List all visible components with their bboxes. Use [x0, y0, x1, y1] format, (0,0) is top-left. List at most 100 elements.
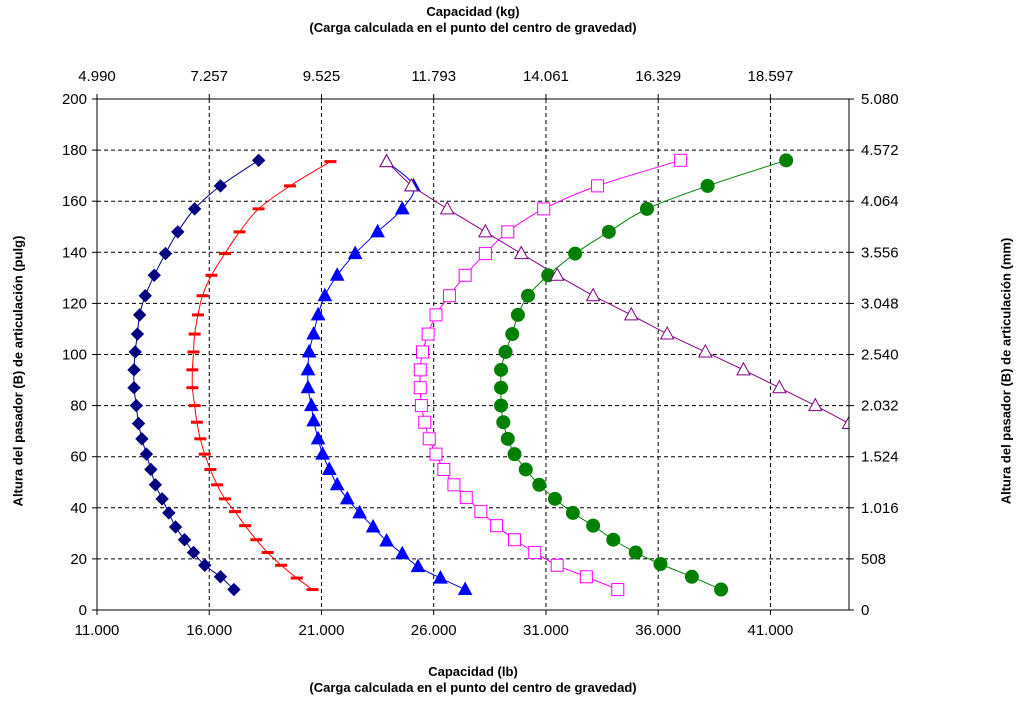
marker-dash: [219, 252, 231, 255]
marker-dash: [199, 453, 211, 456]
y-right-tick-label: 1.016: [861, 500, 899, 517]
grid-lines: [97, 99, 849, 610]
marker-open-square: [580, 571, 592, 583]
marker-dash: [284, 184, 296, 187]
marker-diamond: [170, 521, 182, 533]
marker-circle: [548, 492, 561, 505]
marker-open-square: [509, 534, 521, 546]
series-line: [308, 162, 465, 590]
marker-open-triangle: [773, 381, 786, 393]
y-right-tick-label: 508: [861, 551, 886, 568]
top-axis-title: Capacidad (kg) (Carga calculada en el pu…: [97, 4, 849, 36]
marker-dash: [250, 538, 262, 541]
marker-circle: [495, 381, 508, 394]
series-lines: [134, 160, 955, 589]
marker-dash: [189, 333, 201, 336]
marker-triangle: [331, 268, 344, 280]
marker-circle: [602, 225, 615, 238]
marker-circle: [654, 558, 667, 571]
marker-diamond: [130, 400, 142, 412]
marker-open-triangle: [809, 399, 822, 411]
marker-triangle: [371, 225, 384, 237]
marker-open-triangle: [479, 225, 492, 237]
y-tick-label: 100: [62, 347, 87, 364]
marker-circle: [506, 328, 519, 341]
y-right-tick-label: 3.556: [861, 244, 899, 261]
marker-circle: [701, 179, 714, 192]
marker-circle: [519, 463, 532, 476]
marker-dash: [194, 437, 206, 440]
y-tick-label: 80: [70, 398, 87, 415]
marker-diamond: [134, 309, 146, 321]
marker-open-triangle: [912, 447, 925, 459]
marker-dash: [306, 588, 318, 591]
series-line: [192, 162, 330, 590]
y-tick-label: 60: [70, 449, 87, 466]
marker-triangle: [312, 308, 325, 320]
y-axis-right-label: Altura del pasador (B) de articulación (…: [999, 238, 1014, 505]
marker-triangle: [305, 399, 318, 411]
x-tick-label: 21.000: [299, 622, 345, 639]
y-right-tick-label: 3.048: [861, 295, 899, 312]
marker-dash: [291, 577, 303, 580]
marker-open-square: [415, 400, 427, 412]
marker-dash: [275, 564, 287, 567]
marker-dash: [186, 386, 198, 389]
y-right-tick-label: 4.064: [861, 193, 899, 210]
marker-open-triangle: [737, 363, 750, 375]
marker-open-square: [675, 154, 687, 166]
y-right-tick-label: 0: [861, 602, 869, 619]
marker-dash: [191, 421, 203, 424]
marker-circle: [511, 308, 524, 321]
x-axis-label-sub: (Carga calculada en el punto del centro …: [97, 680, 849, 696]
marker-diamond: [156, 493, 168, 505]
marker-circle: [587, 519, 600, 532]
marker-diamond: [131, 328, 143, 340]
marker-open-square: [423, 433, 435, 445]
marker-dash: [219, 497, 231, 500]
marker-dash: [192, 313, 204, 316]
x-tick-label: 26.000: [411, 622, 457, 639]
tick-labels: 11.0004.99016.0007.25721.0009.52526.0001…: [62, 68, 899, 639]
marker-circle: [640, 202, 653, 215]
marker-diamond: [172, 226, 184, 238]
marker-triangle: [307, 414, 320, 426]
x-top-tick-label: 7.257: [190, 68, 228, 85]
marker-open-square: [438, 463, 450, 475]
marker-dash: [262, 551, 274, 554]
marker-open-square: [419, 416, 431, 428]
y-right-tick-label: 5.080: [861, 91, 899, 108]
marker-open-square: [479, 248, 491, 260]
marker-dash: [211, 483, 223, 486]
marker-open-square: [592, 180, 604, 192]
marker-diamond: [140, 448, 152, 460]
y-right-tick-label: 4.572: [861, 142, 899, 159]
marker-dash: [205, 274, 217, 277]
marker-circle: [497, 416, 510, 429]
marker-open-square: [414, 364, 426, 376]
marker-triangle: [434, 571, 447, 583]
x-tick-label: 16.000: [186, 622, 232, 639]
marker-diamond: [145, 463, 157, 475]
y-tick-label: 180: [62, 142, 87, 159]
marker-dash: [197, 294, 209, 297]
marker-open-square: [416, 346, 428, 358]
y-tick-label: 200: [62, 91, 87, 108]
marker-open-square: [475, 506, 487, 518]
marker-triangle: [459, 583, 472, 595]
marker-open-square: [459, 269, 471, 281]
marker-diamond: [136, 433, 148, 445]
x-top-tick-label: 16.329: [635, 68, 681, 85]
marker-circle: [508, 448, 521, 461]
marker-circle: [521, 289, 534, 302]
marker-circle: [499, 345, 512, 358]
marker-triangle: [396, 547, 409, 559]
marker-dash: [204, 468, 216, 471]
y-tick-label: 140: [62, 244, 87, 261]
marker-open-square: [414, 382, 426, 394]
marker-diamond: [188, 547, 200, 559]
marker-dash: [324, 160, 336, 163]
marker-open-square: [430, 448, 442, 460]
marker-diamond: [179, 534, 191, 546]
marker-dash: [234, 230, 246, 233]
